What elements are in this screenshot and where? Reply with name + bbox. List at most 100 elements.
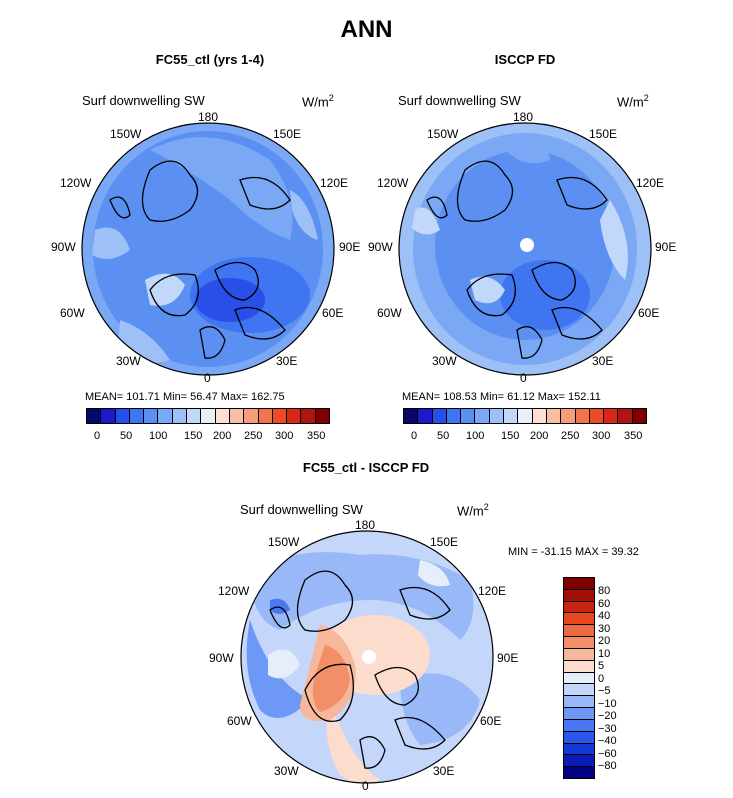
- colorbar-swatch: [564, 660, 594, 673]
- panel3-units: W/m2: [457, 502, 489, 519]
- panel3-lon-30w: 30W: [274, 764, 299, 778]
- panel2-lon-30e: 30E: [592, 354, 614, 368]
- panel3-lon-30e: 30E: [433, 764, 455, 778]
- panel3-cb-label-m80: −80: [598, 760, 617, 772]
- panel2-cb-label-150: 150: [501, 430, 520, 442]
- panel1-cb-label-200: 200: [213, 430, 232, 442]
- panel1-lon-150e: 150E: [273, 127, 302, 141]
- colorbar-swatch: [244, 409, 259, 423]
- colorbar-swatch: [564, 708, 594, 720]
- panel2-lon-60w: 60W: [377, 306, 402, 320]
- panel3-colorbar: [563, 577, 595, 779]
- panel1-cb-label-350: 350: [307, 430, 326, 442]
- panel1-cb-label-50: 50: [120, 430, 133, 442]
- panel1-lon-90e: 90E: [339, 240, 361, 254]
- panel2-lon-120e: 120E: [636, 176, 665, 190]
- panel1-cb-label-150: 150: [184, 430, 203, 442]
- panel3-lon-180: 180: [355, 518, 376, 532]
- panel2-units: W/m2: [617, 93, 649, 110]
- colorbar-swatch: [564, 767, 594, 779]
- panel3-variable: Surf downwelling SW: [240, 502, 363, 517]
- panel1-lon-0: 0: [204, 371, 211, 385]
- colorbar-swatch: [564, 672, 594, 685]
- panel1-lon-60e: 60E: [322, 306, 344, 320]
- panel3-stats: MIN = -31.15 MAX = 39.32: [508, 546, 639, 558]
- colorbar-swatch: [101, 409, 116, 423]
- colorbar-swatch: [144, 409, 159, 423]
- panel3-cb-label-20: 20: [598, 635, 611, 647]
- colorbar-swatch: [564, 743, 594, 756]
- colorbar-swatch: [461, 409, 476, 423]
- colorbar-swatch: [564, 601, 594, 614]
- panel1-cb-label-0: 0: [94, 430, 101, 442]
- colorbar-swatch: [301, 409, 316, 423]
- colorbar-swatch: [564, 589, 594, 602]
- panel1-units: W/m2: [302, 93, 334, 110]
- panel1-lon-30w: 30W: [116, 354, 141, 368]
- colorbar-swatch: [546, 409, 562, 423]
- colorbar-swatch: [532, 409, 547, 423]
- panel1-lon-120e: 120E: [320, 176, 349, 190]
- colorbar-swatch: [561, 409, 576, 423]
- panel1-lon-60w: 60W: [60, 306, 85, 320]
- colorbar-swatch: [315, 409, 330, 423]
- panel2-lon-30w: 30W: [432, 354, 457, 368]
- panel2-lon-60e: 60E: [638, 306, 660, 320]
- colorbar-swatch: [446, 409, 462, 423]
- panel3-cb-label-m40: −40: [598, 735, 617, 747]
- panel3-cb-label-10: 10: [598, 648, 611, 660]
- panel2-variable: Surf downwelling SW: [398, 93, 521, 108]
- panel3-cb-label-0: 0: [598, 673, 605, 685]
- panel1-cb-label-300: 300: [275, 430, 294, 442]
- panel2-lon-90w: 90W: [368, 240, 393, 254]
- panel2-lon-150e: 150E: [589, 127, 618, 141]
- colorbar-swatch: [129, 409, 145, 423]
- panel3-lon-150e: 150E: [430, 535, 459, 549]
- panel1-cb-label-100: 100: [149, 430, 168, 442]
- panel1-variable: Surf downwelling SW: [82, 93, 205, 108]
- colorbar-swatch: [215, 409, 230, 423]
- colorbar-swatch: [115, 409, 130, 423]
- colorbar-swatch: [475, 409, 490, 423]
- colorbar-swatch: [564, 613, 594, 626]
- colorbar-swatch: [489, 409, 505, 423]
- panel3-lon-90e: 90E: [497, 651, 519, 665]
- colorbar-swatch: [564, 731, 594, 744]
- panel1-lon-180: 180: [198, 110, 219, 124]
- panel3-cb-label-m30: −30: [598, 723, 617, 735]
- panel3-cb-label-m10: −10: [598, 698, 617, 710]
- panel2-title: ISCCP FD: [494, 52, 556, 67]
- panel2-lon-120w: 120W: [377, 176, 409, 190]
- panel3-lon-60w: 60W: [227, 714, 252, 728]
- panel2-lon-0: 0: [520, 371, 527, 385]
- panel1-colorbar: [86, 408, 330, 424]
- panel1-stats: MEAN= 101.71 Min= 56.47 Max= 162.75: [85, 391, 285, 403]
- panel3-lon-120w: 120W: [218, 584, 250, 598]
- panel3-cb-label-60: 60: [598, 598, 611, 610]
- colorbar-swatch: [258, 409, 273, 423]
- panel2-cb-label-350: 350: [624, 430, 643, 442]
- panel3-cb-label-80: 80: [598, 585, 611, 597]
- colorbar-swatch: [632, 409, 647, 423]
- colorbar-swatch: [404, 409, 419, 423]
- panel3-cb-label-m60: −60: [598, 748, 617, 760]
- colorbar-swatch: [564, 719, 594, 732]
- panel3-lon-150w: 150W: [268, 535, 300, 549]
- colorbar-swatch: [518, 409, 533, 423]
- colorbar-swatch: [564, 648, 594, 661]
- colorbar-swatch: [618, 409, 633, 423]
- panel2-cb-label-250: 250: [561, 430, 580, 442]
- colorbar-swatch: [604, 409, 619, 423]
- colorbar-swatch: [272, 409, 288, 423]
- panel3-lon-120e: 120E: [478, 584, 507, 598]
- colorbar-swatch: [564, 637, 594, 649]
- panel2-lon-150w: 150W: [427, 127, 459, 141]
- panel3-cb-label-40: 40: [598, 610, 611, 622]
- panel2-lon-90e: 90E: [655, 240, 677, 254]
- panel1-lon-90w: 90W: [51, 240, 76, 254]
- colorbar-swatch: [187, 409, 202, 423]
- panel2-cb-label-100: 100: [466, 430, 485, 442]
